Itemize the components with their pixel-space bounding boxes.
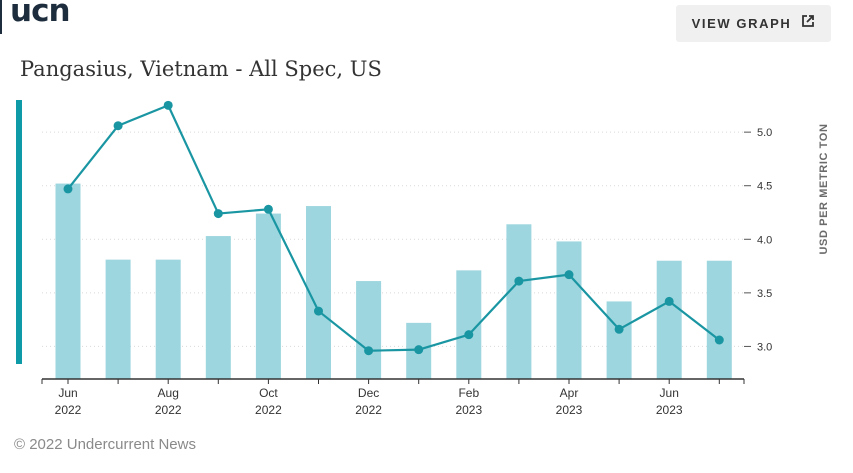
ucn-logo: ucn bbox=[10, 0, 71, 29]
x-tick-label-month: Apr bbox=[560, 386, 579, 400]
line-point bbox=[314, 306, 323, 316]
y-tick-label: 5.0 bbox=[757, 127, 772, 139]
line-point bbox=[514, 276, 524, 286]
x-tick-label-month: Jun bbox=[660, 386, 679, 400]
bar bbox=[706, 260, 732, 379]
bar bbox=[55, 183, 81, 379]
x-tick-label-year: 2023 bbox=[455, 403, 482, 417]
line-point bbox=[464, 330, 474, 340]
copyright-text: © 2022 Undercurrent News bbox=[14, 436, 196, 453]
bar bbox=[105, 259, 131, 379]
price-line bbox=[67, 104, 720, 352]
x-tick-label-month: Feb bbox=[458, 386, 479, 400]
line-point bbox=[614, 324, 624, 334]
y-axis-label: USD PER METRIC TON bbox=[818, 124, 830, 255]
y-tick-label: 4.5 bbox=[757, 181, 772, 193]
x-tick-label-year: 2022 bbox=[55, 403, 82, 417]
line-point bbox=[63, 184, 73, 194]
view-graph-button[interactable]: VIEW GRAPH bbox=[676, 5, 831, 42]
line-point bbox=[564, 270, 574, 280]
x-tick-label-year: 2023 bbox=[656, 403, 683, 417]
external-link-icon bbox=[801, 14, 815, 33]
x-tick-label-month: Aug bbox=[158, 386, 179, 400]
line-point bbox=[213, 209, 223, 219]
bar bbox=[656, 260, 682, 379]
bar bbox=[255, 213, 281, 379]
x-tick-label-year: 2023 bbox=[556, 403, 583, 417]
line-point bbox=[364, 346, 374, 356]
y-tick-label: 4.0 bbox=[757, 234, 772, 246]
line-point bbox=[664, 296, 674, 306]
x-tick-label-year: 2022 bbox=[255, 403, 282, 417]
y-tick-label: 3.0 bbox=[757, 341, 772, 353]
title-accent-bar bbox=[16, 100, 22, 364]
bar bbox=[556, 241, 582, 379]
bar bbox=[506, 224, 532, 379]
line-point bbox=[714, 335, 724, 345]
x-tick-label-year: 2022 bbox=[155, 403, 182, 417]
x-tick-label-month: Dec bbox=[358, 386, 379, 400]
bar bbox=[205, 236, 231, 379]
logo-edge-stripe bbox=[0, 0, 2, 34]
line-point bbox=[113, 121, 123, 131]
bar bbox=[356, 281, 382, 379]
bar bbox=[606, 301, 632, 379]
line-point bbox=[163, 100, 173, 110]
view-graph-label: VIEW GRAPH bbox=[691, 16, 792, 31]
x-tick-label-year: 2022 bbox=[355, 403, 382, 417]
bar bbox=[155, 259, 181, 379]
x-tick-label-month: Jun bbox=[58, 386, 77, 400]
chart-title: Pangasius, Vietnam - All Spec, US bbox=[20, 57, 382, 81]
line-point bbox=[263, 204, 273, 214]
line-point bbox=[414, 345, 424, 355]
x-tick-label-month: Oct bbox=[259, 386, 278, 400]
y-tick-label: 3.5 bbox=[757, 288, 772, 300]
